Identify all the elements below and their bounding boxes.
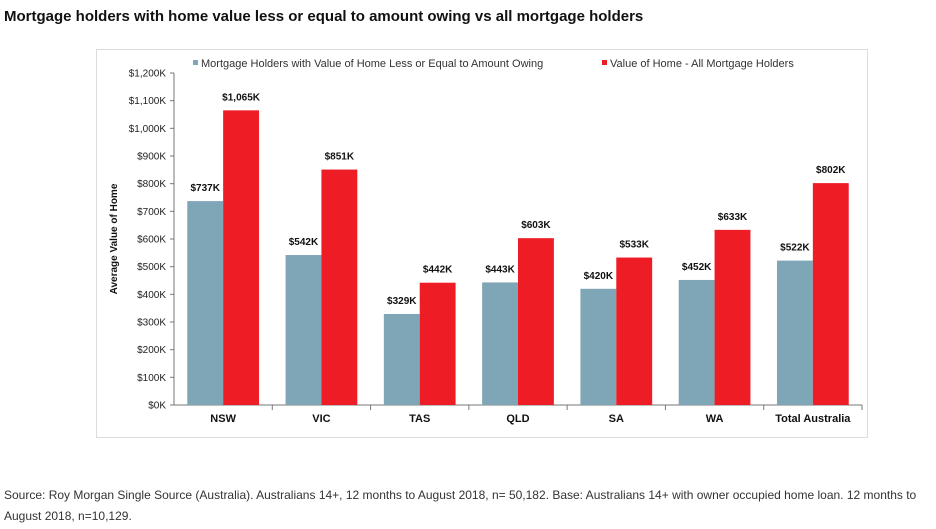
x-tick-label: NSW: [210, 413, 236, 425]
x-tick-label: Total Australia: [775, 413, 851, 425]
legend-swatch-1: [193, 60, 198, 65]
source-note: Source: Roy Morgan Single Source (Austra…: [4, 488, 917, 523]
bar-all-nsw: [223, 110, 260, 405]
bar-underwater-tas: [383, 313, 420, 405]
y-tick-label: $500K: [137, 262, 166, 273]
bar-underwater-wa: [678, 279, 715, 405]
data-label: $802K: [816, 165, 846, 176]
data-label: $329K: [387, 296, 417, 307]
y-tick-label: $1,100K: [129, 96, 167, 107]
data-label: $603K: [521, 220, 551, 231]
x-tick-label: SA: [609, 413, 624, 425]
x-tick-label: QLD: [506, 413, 529, 425]
data-label: $533K: [619, 240, 649, 251]
y-tick-label: $600K: [137, 235, 166, 246]
bar-all-sa: [616, 257, 653, 405]
y-tick-label: $1,200K: [129, 69, 167, 80]
data-label: $542K: [289, 237, 319, 248]
y-tick-label: $800K: [137, 179, 166, 190]
y-tick-label: $900K: [137, 152, 166, 163]
bar-all-vic: [321, 169, 358, 405]
data-label: $452K: [682, 262, 712, 273]
data-label: $443K: [485, 264, 515, 275]
page-title: Mortgage holders with home value less or…: [4, 8, 644, 25]
data-label: $442K: [423, 265, 453, 276]
bar-underwater-qld: [482, 282, 518, 405]
bar-underwater-vic: [285, 255, 322, 405]
data-label: $633K: [718, 212, 748, 223]
legend-swatch-2: [602, 60, 607, 65]
bar-underwater-nsw: [187, 201, 224, 405]
legend-label-1: Mortgage Holders with Value of Home Less…: [201, 58, 543, 70]
bar-all-total-australia: [812, 183, 849, 405]
data-label: $420K: [584, 271, 614, 282]
y-tick-label: $400K: [137, 290, 166, 301]
bar-all-tas: [419, 282, 456, 405]
bar-all-qld: [518, 238, 554, 405]
chart-container: Mortgage Holders with Value of Home Less…: [96, 49, 868, 438]
data-label: $737K: [190, 183, 220, 194]
data-label: $851K: [325, 152, 355, 163]
y-tick-label: $100K: [137, 373, 166, 384]
legend-label-2: Value of Home - All Mortgage Holders: [610, 58, 794, 70]
bar-chart: Mortgage Holders with Value of Home Less…: [109, 58, 863, 425]
y-axis-title: Average Value of Home: [109, 183, 120, 294]
data-label: $1,065K: [222, 92, 261, 103]
y-tick-label: $700K: [137, 207, 166, 218]
x-tick-label: WA: [706, 413, 724, 425]
y-tick-label: $0K: [148, 401, 166, 412]
y-tick-label: $200K: [137, 345, 166, 356]
x-tick-label: TAS: [409, 413, 430, 425]
y-tick-label: $300K: [137, 318, 166, 329]
bar-underwater-sa: [580, 288, 617, 405]
x-tick-label: VIC: [312, 413, 330, 425]
y-tick-label: $1,000K: [129, 124, 167, 135]
bar-underwater-total-australia: [776, 260, 813, 405]
bar-all-wa: [714, 229, 751, 405]
data-label: $522K: [780, 243, 810, 254]
